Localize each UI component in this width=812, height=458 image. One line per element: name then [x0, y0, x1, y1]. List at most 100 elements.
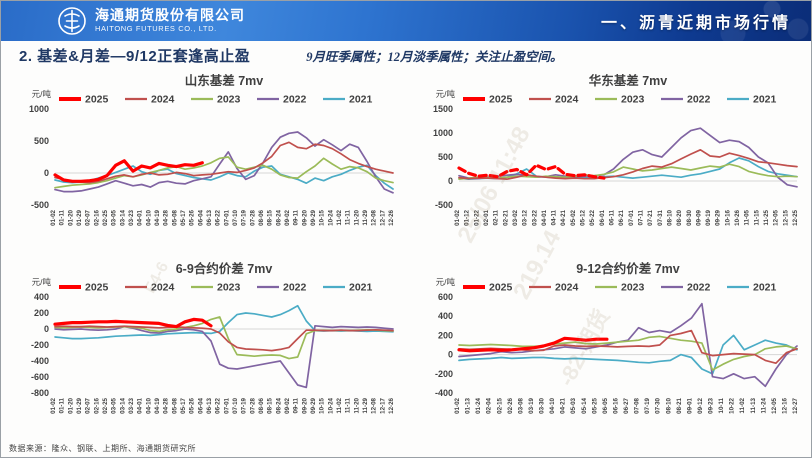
x-tick-label: 10-24: [327, 397, 334, 413]
series-line-2022: [54, 131, 394, 194]
x-tick-label: 11-11: [345, 397, 352, 413]
line-chart-canvas: 6-9合约价差 7mv元/吨4002000-200-400-600-80001-…: [31, 261, 395, 414]
x-tick-label: 09-29: [310, 397, 317, 413]
x-tick-label: 09-23: [708, 397, 715, 413]
series-line-2021: [54, 164, 394, 190]
x-tick-label: 04-28: [163, 209, 170, 225]
x-tick-label: 05-14: [581, 397, 588, 413]
x-tick-label: 07-01: [223, 397, 230, 413]
x-tick-label: 03-23: [128, 209, 135, 225]
x-tick-label: 07-31: [657, 209, 664, 225]
haitong-logo-icon: [58, 7, 86, 35]
x-tick-label: 12-05: [771, 397, 778, 413]
x-tick-label: 02-16: [93, 209, 100, 225]
series-line-2025: [457, 336, 609, 353]
x-tick-label: 02-25: [102, 209, 109, 225]
x-tick-label: 12-08: [371, 397, 378, 413]
x-tick-label: 09-12: [697, 397, 704, 413]
x-tick-label: 06-21: [618, 209, 625, 225]
x-tick-label: 03-19: [528, 397, 535, 413]
series-line-2023: [54, 156, 394, 189]
x-tick-label: 09-09: [695, 209, 702, 225]
x-tick-label: 04-01: [137, 397, 144, 413]
y-tick-label: -400: [31, 356, 49, 366]
legend-label-2023: 2023: [217, 282, 241, 294]
legend-label-2023: 2023: [621, 282, 645, 294]
x-tick-label: 10-22: [729, 397, 736, 413]
legend-label-2025: 2025: [489, 94, 513, 106]
x-tick-label: 05-26: [189, 397, 196, 413]
x-tick-label: 11-25: [763, 209, 770, 225]
x-tick-label: 06-11: [609, 209, 616, 225]
x-tick-label: 05-22: [589, 209, 596, 225]
page-note: 9月旺季属性；12月淡季属性；关注止盈空间。: [306, 50, 563, 64]
y-tick-label: 500: [438, 152, 453, 162]
series-line-2022: [458, 127, 798, 188]
x-tick-label: 08-20: [676, 209, 683, 225]
legend-label-2022: 2022: [687, 94, 711, 106]
y-tick-label: 0: [448, 176, 453, 186]
x-tick-label: 07-08: [634, 397, 641, 413]
company-name-block: 海通期货股份有限公司 HAITONG FUTURES CO., LTD.: [95, 9, 245, 33]
x-tick-label: 05-03: [570, 397, 577, 413]
x-tick-label: 02-07: [85, 397, 92, 413]
x-tick-label: 06-13: [206, 209, 213, 225]
x-tick-label: 03-02: [512, 209, 519, 225]
x-tick-label: 09-02: [284, 209, 291, 225]
x-tick-label: 06-27: [623, 397, 630, 413]
x-tick-label: 07-19: [241, 397, 248, 413]
chart-title: 6-9合约价差 7mv: [176, 261, 273, 276]
y-tick-label: -200: [435, 369, 453, 379]
axis-unit-label: 元/吨: [32, 277, 52, 287]
x-tick-label: 12-17: [379, 397, 386, 413]
x-tick-label: 07-28: [249, 397, 256, 413]
series-line-2021: [458, 334, 798, 375]
x-tick-label: 07-30: [655, 397, 662, 413]
x-tick-label: 06-04: [197, 209, 204, 225]
x-tick-label: 05-08: [171, 209, 178, 225]
company-name-en: HAITONG FUTURES CO., LTD.: [95, 24, 217, 33]
y-tick-label: 200: [34, 308, 49, 318]
y-tick-label: 200: [438, 330, 453, 340]
chart-spread-6-9: 6-9合约价差 7mv 元/吨 400 200 0 -200 -400 -600 -800 01-…: [13, 257, 399, 443]
header-banner: 海通期货股份有限公司 HAITONG FUTURES CO., LTD. 一、沥…: [1, 1, 811, 41]
x-tick-label: 03-05: [111, 397, 118, 413]
x-tick-label: 10-15: [319, 209, 326, 225]
x-tick-label: 10-24: [327, 209, 334, 225]
x-tick-label: 12-25: [792, 209, 799, 225]
legend-label-2023: 2023: [217, 94, 241, 106]
chart-shandong-basis: 山东基差 7mv 元/吨 1000 500 0 -500 01-02 01-11 01-20 01…: [13, 69, 399, 255]
legend-label-2025: 2025: [85, 94, 109, 106]
y-tick-label: -600: [31, 372, 49, 382]
x-tick-label: 02-25: [102, 397, 109, 413]
series-line-2022: [54, 324, 394, 389]
x-tick-label: 07-19: [644, 397, 651, 413]
x-tick-label: 01-24: [475, 397, 482, 413]
x-tick-label: 04-10: [145, 209, 152, 225]
y-tick-label: 400: [34, 292, 49, 302]
x-tick-label: 12-17: [379, 209, 386, 225]
x-tick-label: 03-30: [539, 397, 546, 413]
x-tick-label: 01-11: [59, 397, 66, 413]
x-tick-label: 09-20: [301, 397, 308, 413]
x-tick-label: 01-20: [67, 397, 74, 413]
x-tick-label: 10-15: [319, 397, 326, 413]
x-tick-label: 05-08: [171, 397, 178, 413]
x-tick-label: 02-04: [486, 397, 493, 413]
x-tick-label: 08-24: [275, 397, 282, 413]
x-tick-label: 09-19: [705, 209, 712, 225]
y-tick-label: 1000: [433, 128, 453, 138]
x-tick-label: 01-29: [76, 397, 83, 413]
x-tick-label: 01-12: [464, 209, 471, 225]
x-tick-label: 01-02: [454, 397, 461, 413]
x-tick-label: 11-02: [739, 397, 746, 413]
legend-label-2025: 2025: [85, 282, 109, 294]
legend-label-2021: 2021: [349, 94, 373, 106]
x-tick-label: 04-28: [163, 397, 170, 413]
series-line-2023: [458, 163, 798, 180]
x-tick-label: 02-15: [496, 397, 503, 413]
x-tick-label: 06-16: [612, 397, 619, 413]
page-title: 2. 基差&月差—9/12正套逢高止盈: [19, 48, 251, 65]
x-tick-label: 02-16: [93, 397, 100, 413]
